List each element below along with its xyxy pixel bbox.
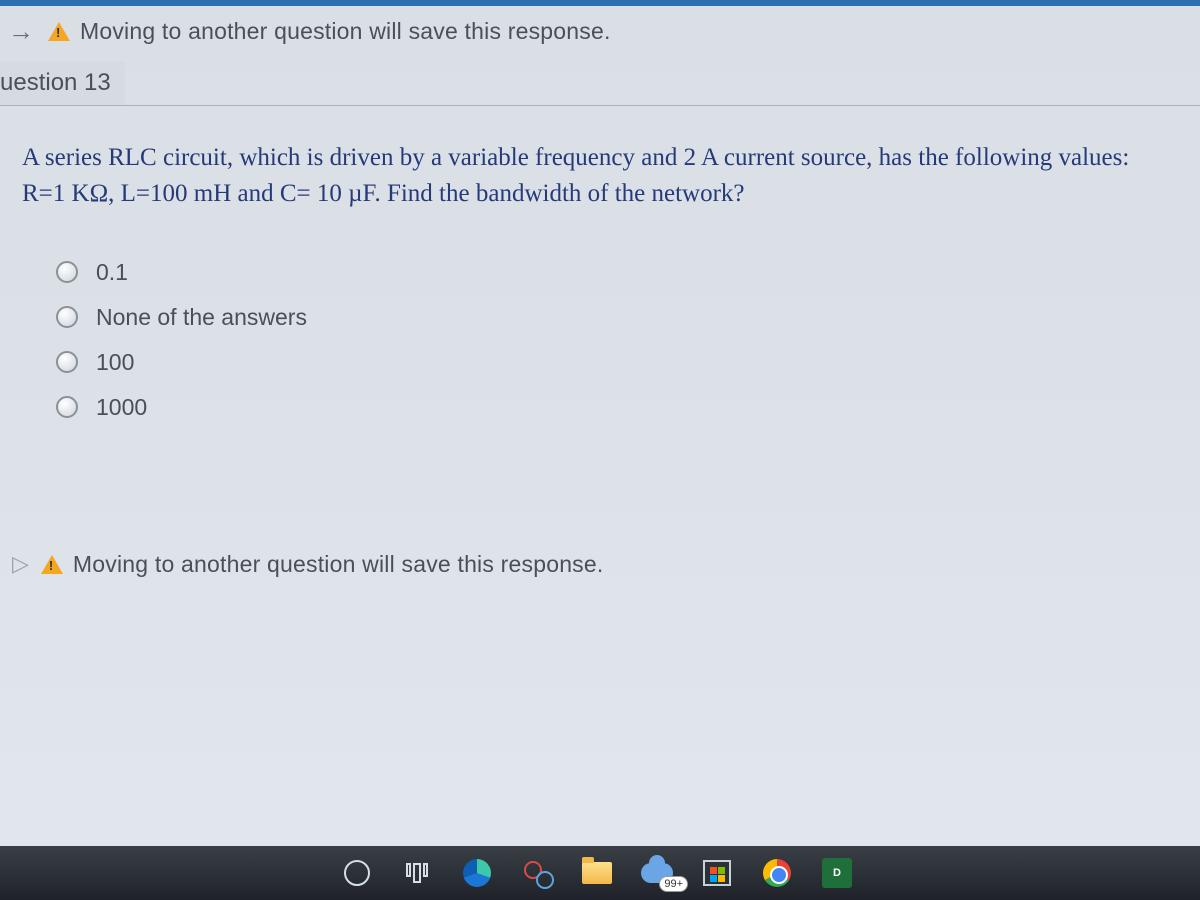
option-label: None of the answers xyxy=(96,304,307,331)
question-body: A series RLC circuit, which is driven by… xyxy=(0,106,1200,431)
cloud-app-icon[interactable]: 99+ xyxy=(640,856,674,890)
chrome-icon[interactable] xyxy=(760,856,794,890)
notification-badge: 99+ xyxy=(659,876,688,892)
top-warning-bar: → ! Moving to another question will save… xyxy=(0,6,1200,57)
edge-browser-icon[interactable] xyxy=(460,856,494,890)
option-label: 100 xyxy=(96,349,134,376)
microsoft-store-icon[interactable] xyxy=(700,856,734,890)
bottom-warning-bar: ▷ ! Moving to another question will save… xyxy=(0,541,1200,588)
snip-tool-icon[interactable] xyxy=(520,856,554,890)
option-label: 0.1 xyxy=(96,259,128,286)
windows-taskbar[interactable]: 99+ D xyxy=(0,846,1200,900)
option-label: 1000 xyxy=(96,394,147,421)
radio-icon[interactable] xyxy=(56,306,78,328)
answer-options: 0.1 None of the answers 100 1000 xyxy=(22,259,1172,421)
quiz-screen: → ! Moving to another question will save… xyxy=(0,0,1200,900)
bottom-warning-text: Moving to another question will save thi… xyxy=(73,551,604,578)
warning-icon: ! xyxy=(48,22,70,41)
option-row[interactable]: None of the answers xyxy=(56,304,1172,331)
warning-icon: ! xyxy=(41,555,63,574)
radio-icon[interactable] xyxy=(56,396,78,418)
cortana-icon[interactable] xyxy=(340,856,374,890)
chevron-icon: ▷ xyxy=(12,551,29,577)
question-number-label: uestion 13 xyxy=(0,61,125,105)
question-text: A series RLC circuit, which is driven by… xyxy=(22,140,1172,213)
top-warning-text: Moving to another question will save thi… xyxy=(80,18,611,45)
task-view-icon[interactable] xyxy=(400,856,434,890)
green-app-icon[interactable]: D xyxy=(820,856,854,890)
file-explorer-icon[interactable] xyxy=(580,856,614,890)
nav-arrow-icon[interactable]: → xyxy=(8,16,34,47)
radio-icon[interactable] xyxy=(56,351,78,373)
option-row[interactable]: 1000 xyxy=(56,394,1172,421)
option-row[interactable]: 100 xyxy=(56,349,1172,376)
option-row[interactable]: 0.1 xyxy=(56,259,1172,286)
radio-icon[interactable] xyxy=(56,261,78,283)
